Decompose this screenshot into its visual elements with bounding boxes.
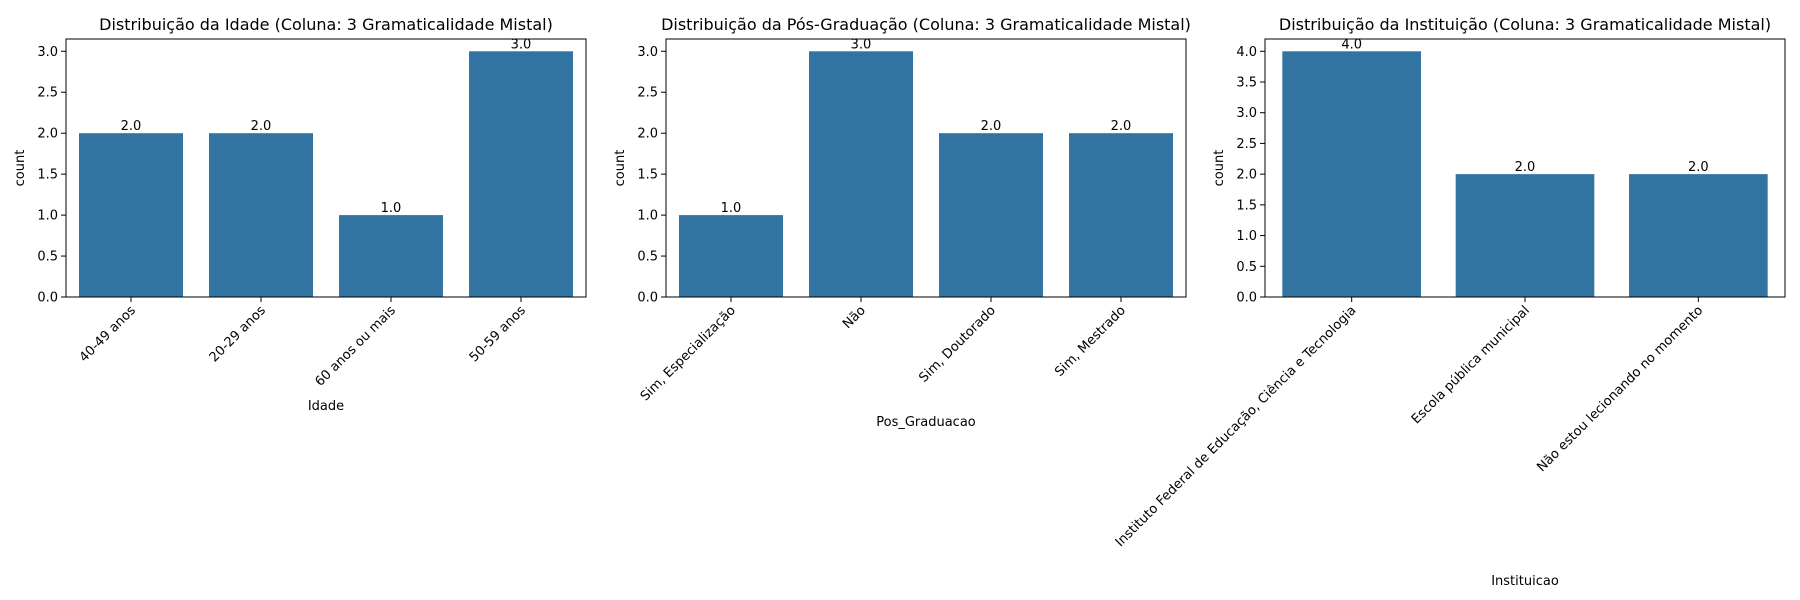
y-tick-label: 1.5 xyxy=(37,168,58,183)
x-axis-label: Idade xyxy=(308,399,344,414)
bar-value-label: 2.0 xyxy=(1688,160,1709,175)
x-tick-label: Não estou lecionando no momento xyxy=(1534,303,1706,475)
y-tick-label: 0.0 xyxy=(637,291,658,306)
y-tick-label: 0.0 xyxy=(1236,291,1257,306)
chart-panel-3: 4.0 2.0 2.0 0.0 0.5 1.0 1.5 2.0 2.5 3.0 3.5 4.0 Inst… xyxy=(1113,15,1786,589)
chart-title: Distribuição da Instituição (Coluna: 3 G… xyxy=(1279,15,1771,34)
y-axis-label: count xyxy=(613,150,628,187)
x-tick-label: 50-59 anos xyxy=(467,303,529,365)
y-tick-label: 1.0 xyxy=(37,209,58,224)
x-tick-label: 40-49 anos xyxy=(77,303,139,365)
chart-panel-2: 1.0 3.0 2.0 2.0 0.0 0.5 1.0 1.5 2.0 2.5 3.0 Sim, Es… xyxy=(613,15,1191,430)
y-tick-label: 1.5 xyxy=(637,168,658,183)
bar-value-label: 2.0 xyxy=(981,119,1002,134)
bar-value-label: 2.0 xyxy=(251,119,272,134)
bar-value-label: 1.0 xyxy=(721,201,742,216)
y-tick-label: 0.5 xyxy=(37,250,58,265)
bar-value-label: 4.0 xyxy=(1341,37,1362,52)
bar xyxy=(1282,51,1421,297)
chart-panel-1: 2.0 2.0 1.0 3.0 0.0 0.5 1.0 1.5 2.0 2.5 3.0 40-49 a… xyxy=(13,15,587,414)
y-tick-label: 2.5 xyxy=(37,86,58,101)
bar xyxy=(1629,174,1768,297)
y-tick-label: 1.5 xyxy=(1236,198,1257,213)
y-axis-label: count xyxy=(13,150,28,187)
y-tick-label: 0.0 xyxy=(37,291,58,306)
y-tick-label: 2.0 xyxy=(37,127,58,142)
y-tick-label: 3.5 xyxy=(1236,76,1257,91)
bar xyxy=(469,51,573,297)
x-tick-label: Sim, Especialização xyxy=(638,303,739,404)
bar xyxy=(339,215,443,297)
y-tick-label: 3.0 xyxy=(1236,106,1257,121)
chart-title: Distribuição da Pós-Graduação (Coluna: 3… xyxy=(661,15,1191,34)
bar xyxy=(1455,174,1595,297)
x-tick-label: 20-29 anos xyxy=(207,303,269,365)
bar-value-label: 3.0 xyxy=(851,37,872,52)
chart-title: Distribuição da Idade (Coluna: 3 Gramati… xyxy=(99,15,553,34)
x-tick-label: Instituto Federal de Educação, Ciência e… xyxy=(1113,303,1360,550)
y-tick-label: 3.0 xyxy=(37,45,58,60)
y-tick-label: 2.0 xyxy=(1236,168,1257,183)
bar xyxy=(1069,133,1173,297)
bar xyxy=(79,133,183,297)
plot-frame xyxy=(1264,38,1786,298)
y-tick-label: 0.5 xyxy=(637,250,658,265)
x-tick-label: Escola pública municipal xyxy=(1409,303,1533,427)
y-tick-label: 1.0 xyxy=(1236,229,1257,244)
y-tick-label: 1.0 xyxy=(637,209,658,224)
bar-value-label: 2.0 xyxy=(121,119,142,134)
y-tick-label: 2.0 xyxy=(637,127,658,142)
y-tick-label: 2.5 xyxy=(1236,137,1257,152)
x-tick-label: 60 anos ou mais xyxy=(312,303,398,389)
bar-value-label: 2.0 xyxy=(1515,160,1536,175)
x-tick-label: Não xyxy=(840,303,869,332)
x-axis-label: Instituicao xyxy=(1491,574,1559,589)
bar-value-label: 3.0 xyxy=(511,37,532,52)
x-tick-label: Sim, Doutorado xyxy=(916,303,998,385)
bar xyxy=(679,215,783,297)
bar-value-label: 2.0 xyxy=(1111,119,1132,134)
y-tick-label: 2.5 xyxy=(637,86,658,101)
bar xyxy=(809,51,913,297)
bar xyxy=(939,133,1043,297)
plot-frame xyxy=(665,38,1187,298)
x-axis-label: Pos_Graduacao xyxy=(876,415,976,430)
y-tick-label: 0.5 xyxy=(1236,260,1257,275)
bar xyxy=(209,133,313,297)
x-tick-label: Sim, Mestrado xyxy=(1052,303,1129,380)
bar-value-label: 1.0 xyxy=(381,201,402,216)
y-tick-label: 3.0 xyxy=(637,45,658,60)
y-tick-label: 4.0 xyxy=(1236,45,1257,60)
y-axis-label: count xyxy=(1212,150,1227,187)
plot-frame xyxy=(65,38,587,298)
